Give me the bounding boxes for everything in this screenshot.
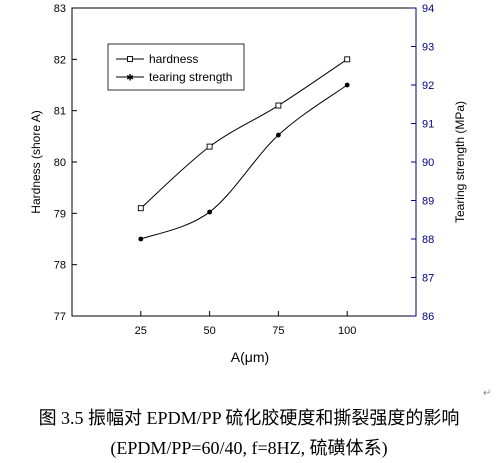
- caption-line-1: 图 3.5 振幅对 EPDM/PP 硫化胶硬度和撕裂强度的影响: [38, 408, 460, 428]
- y-left-tick-label: 82: [54, 54, 66, 66]
- hardness-point: [344, 56, 351, 63]
- y-right-tick-label: 93: [422, 42, 434, 54]
- legend: hardness ✱ tearing strength: [107, 43, 245, 91]
- x-tick-label: 75: [272, 325, 284, 337]
- legend-tearing-label: tearing strength: [149, 70, 232, 84]
- y-right-tick-label: 86: [422, 311, 434, 323]
- y-left-tick-label: 81: [54, 106, 66, 118]
- tearing-strength-point: [138, 236, 144, 242]
- return-arrow-mark: ↵: [483, 388, 492, 399]
- y-right-tick-label: 94: [422, 3, 434, 15]
- y-right-tick-label: 89: [422, 196, 434, 208]
- y-left-tick-label: 77: [54, 311, 66, 323]
- y-axis-left-label: Hardness (shore A): [29, 110, 43, 213]
- x-axis-label: A(μm): [231, 349, 269, 365]
- x-tick-label: 100: [338, 325, 356, 337]
- x-axis: 25 50 75 100: [135, 311, 356, 337]
- series-1-line: [140, 84, 348, 240]
- x-tick-label: 50: [203, 325, 215, 337]
- legend-hardness-label: hardness: [149, 52, 198, 66]
- y-right-tick-label: 88: [422, 234, 434, 246]
- y-right-tick-label: 90: [422, 157, 434, 169]
- series-0-line: [140, 58, 348, 209]
- legend-tearing-marker: ✱: [126, 73, 134, 83]
- y-left-tick-label: 80: [54, 157, 66, 169]
- x-tick-label: 25: [135, 325, 147, 337]
- y-left-tick-label: 78: [54, 260, 66, 272]
- hardness-point: [137, 205, 144, 212]
- y-right-tick-label: 92: [422, 80, 434, 92]
- caption-line-2: (EPDM/PP=60/40, f=8HZ, 硫磺体系): [110, 438, 388, 458]
- right-axis: 86 87 88 89 90 91 92 93 94: [411, 3, 434, 323]
- tearing-strength-point: [276, 132, 281, 138]
- legend-hardness-marker: [127, 56, 133, 62]
- legend-box: [107, 43, 245, 91]
- y-axis-right-label: Tearing strength (MPa): [453, 101, 467, 223]
- y-right-tick-label: 91: [422, 119, 434, 131]
- y-right-tick-label: 87: [422, 273, 434, 285]
- y-left-tick-label: 83: [54, 3, 66, 15]
- left-axis: 77 78 79 80 81 82 83: [54, 3, 77, 323]
- hardness-point: [206, 143, 213, 150]
- tearing-strength-point: [207, 209, 213, 215]
- chart: 77 78 79 80 81 82 83 86 87 88 89 90 91 92 93 94 25 50 75…: [29, 3, 467, 365]
- series-layer: [137, 56, 351, 242]
- tearing-strength-point: [344, 82, 350, 88]
- y-left-tick-label: 79: [54, 208, 66, 220]
- hardness-point: [275, 102, 282, 109]
